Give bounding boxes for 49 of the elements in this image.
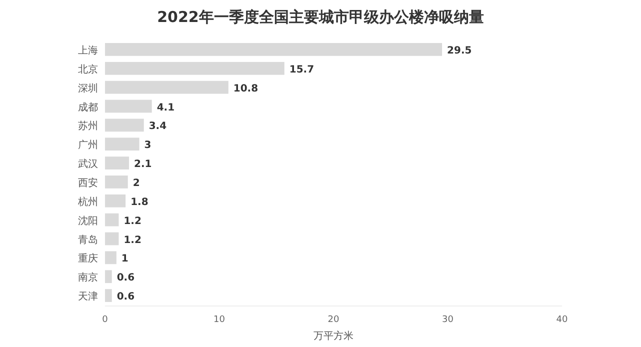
data-label: 15.7: [289, 64, 314, 76]
bar: [105, 100, 152, 113]
data-label: 3: [144, 140, 152, 152]
data-label: 1: [121, 254, 128, 265]
bar: [105, 80, 228, 94]
y-tick-label: 广州: [78, 139, 98, 152]
y-tick-label: 成都: [78, 101, 98, 114]
bar: [105, 232, 119, 246]
bar: [105, 289, 112, 302]
y-tick-label: 杭州: [77, 196, 98, 208]
data-label: 1.8: [130, 196, 148, 208]
bar: [105, 270, 112, 284]
bar: [105, 194, 126, 208]
data-label: 0.6: [116, 292, 135, 303]
y-tick-label: 天津: [78, 290, 98, 303]
y-tick-label: 苏州: [78, 120, 98, 132]
bar: [105, 176, 128, 188]
y-tick-label: 深圳: [78, 82, 98, 94]
x-tick-label: 10: [214, 315, 226, 325]
y-tick-label: 沈阳: [78, 214, 98, 227]
y-tick-label: 重庆: [78, 252, 98, 265]
data-label: 10.8: [233, 83, 258, 94]
chart-title: 2022年一季度全国主要城市甲级办公楼净吸纳量: [157, 8, 484, 26]
data-label: 4.1: [156, 102, 175, 114]
bar: [105, 118, 144, 132]
data-label: 2: [132, 178, 140, 189]
data-label: 3.4: [148, 121, 167, 132]
y-tick-label: 北京: [78, 63, 98, 76]
y-tick-label: 青岛: [78, 234, 98, 246]
data-label: 1.2: [124, 234, 142, 246]
bar: [105, 43, 442, 56]
x-tick-label: 0: [102, 315, 108, 325]
x-axis-title: 万平方米: [314, 330, 354, 342]
bar: [105, 156, 129, 170]
data-label: 0.6: [116, 272, 135, 284]
data-label: 29.5: [447, 45, 472, 56]
y-tick-label: 上海: [78, 44, 98, 56]
y-tick-label: 西安: [78, 176, 98, 189]
bar: [105, 251, 116, 264]
bar: [105, 62, 284, 75]
y-tick-label: 武汉: [78, 158, 98, 170]
x-tick-label: 40: [556, 315, 568, 325]
y-tick-label: 南京: [78, 272, 98, 284]
bar: [105, 213, 119, 226]
x-tick-label: 30: [442, 315, 454, 325]
data-label: 2.1: [134, 159, 152, 170]
x-tick-label: 20: [328, 315, 340, 325]
data-label: 1.2: [124, 216, 142, 227]
bar: [105, 138, 140, 151]
